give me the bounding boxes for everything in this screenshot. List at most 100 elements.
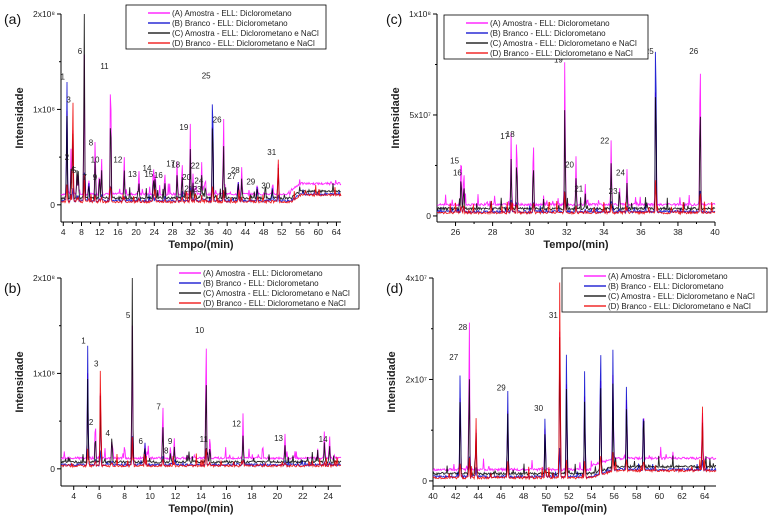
peak-label: 27 <box>449 353 458 362</box>
series-line-b <box>432 349 717 480</box>
peak-label: 9 <box>168 437 173 446</box>
peak-label: 26 <box>689 47 698 56</box>
legend: (A) Amostra - ELL: Diclorometano(B) Bran… <box>125 4 327 50</box>
legend-label: (B) Branco - ELL: Diclorometano <box>203 279 319 288</box>
peak-label: 25 <box>202 72 211 81</box>
x-tick-label: 32 <box>186 227 196 237</box>
x-tick-label: 64 <box>332 227 342 237</box>
peak-label: 23 <box>609 187 618 196</box>
y-tick-label: 5x10⁷ <box>409 110 431 120</box>
peak-label: 3 <box>94 360 99 369</box>
legend-label: (B) Branco - ELL: Diclorometano <box>608 282 724 291</box>
peak-label: 2 <box>89 418 94 427</box>
x-tick-label: 60 <box>655 491 665 501</box>
peak-label: 25 <box>645 47 654 56</box>
y-axis-title: Intensidade <box>14 87 26 148</box>
y-axis-title: Intensidade <box>390 87 402 148</box>
peak-label: 7 <box>82 173 87 182</box>
legend-label: (A) Amostra - ELL: Diclorometano <box>608 272 728 281</box>
peak-label: 16 <box>453 169 462 178</box>
peak-label: 1 <box>60 73 65 82</box>
peak-label: 19 <box>554 56 563 65</box>
y-tick-label: 0 <box>426 211 431 221</box>
legend-label: (A) Amostra - ELL: Diclorometano <box>203 269 323 278</box>
x-tick-label: 44 <box>474 491 484 501</box>
peak-label: 14 <box>319 435 328 444</box>
x-axis-title: Tempo/(min) <box>168 239 234 251</box>
peak-label: 31 <box>267 148 276 157</box>
panel-a: 4 8 12 16 20 24 28 32 36 40 44 48 52 56 60 6401x10⁸2x10… <box>4 4 342 251</box>
peak-label: 20 <box>182 173 191 182</box>
legend-label: (A) Amostra - ELL: Diclorometano <box>172 9 292 18</box>
peak-label: 24 <box>616 169 625 178</box>
legend-box <box>125 4 327 50</box>
legend-label: (D) Branco - ELL: Diclorometano e NaCl <box>490 49 633 58</box>
peak-label: 22 <box>191 161 200 170</box>
peak-label: 10 <box>195 326 204 335</box>
peak-label: 28 <box>231 166 240 175</box>
series-line-d <box>436 180 716 216</box>
x-tick-label: 24 <box>324 491 334 501</box>
x-axis-title: Tempo/(min) <box>543 239 609 251</box>
legend-box <box>156 264 360 310</box>
x-tick-label: 8 <box>79 227 84 237</box>
peak-label: 1 <box>81 337 86 346</box>
legend: (A) Amostra - ELL: Diclorometano(B) Bran… <box>443 14 649 60</box>
peak-label: 9 <box>93 173 98 182</box>
peak-label: 29 <box>497 384 506 393</box>
y-tick-label: 1x10⁸ <box>33 368 55 378</box>
peak-label: 3 <box>66 96 71 105</box>
series-line-d <box>60 370 342 469</box>
x-tick-label: 30 <box>525 227 535 237</box>
x-axis-title: Tempo/(min) <box>542 503 608 515</box>
peak-label: 5 <box>126 311 131 320</box>
x-tick-label: 48 <box>519 491 529 501</box>
panel-label: (d) <box>386 280 403 296</box>
peak-label: 4 <box>70 165 75 174</box>
x-tick-label: 54 <box>587 491 597 501</box>
legend-label: (C) Amostra - ELL: Diclorometano e NaCl <box>608 292 755 301</box>
peak-label: 23 <box>193 185 202 194</box>
legend-label: (C) Amostra - ELL: Diclorometano e NaCl <box>172 29 319 38</box>
x-tick-label: 34 <box>599 227 609 237</box>
y-tick-label: 2x10⁷ <box>405 374 427 384</box>
x-tick-label: 6 <box>97 491 102 501</box>
peak-label: 2 <box>65 153 70 162</box>
x-tick-label: 36 <box>636 227 646 237</box>
peak-label: 16 <box>154 171 163 180</box>
x-tick-label: 50 <box>541 491 551 501</box>
y-tick-label: 1x10⁸ <box>33 104 55 114</box>
peak-label: 27 <box>227 172 236 181</box>
y-tick-label: 4x10⁷ <box>405 273 427 283</box>
x-tick-label: 32 <box>562 227 572 237</box>
x-tick-label: 20 <box>131 227 141 237</box>
y-tick-label: 1x10⁸ <box>409 9 431 19</box>
legend-label: (B) Branco - ELL: Diclorometano <box>490 29 606 38</box>
x-tick-label: 26 <box>451 227 461 237</box>
x-tick-label: 56 <box>295 227 305 237</box>
peak-label: 31 <box>549 311 558 320</box>
x-tick-label: 48 <box>259 227 269 237</box>
x-tick-label: 20 <box>273 491 283 501</box>
x-tick-label: 52 <box>277 227 287 237</box>
x-tick-label: 38 <box>673 227 683 237</box>
legend: (A) Amostra - ELL: Diclorometano(B) Bran… <box>156 264 360 310</box>
x-tick-label: 14 <box>196 491 206 501</box>
legend-label: (A) Amostra - ELL: Diclorometano <box>490 19 610 28</box>
legend-label: (D) Branco - ELL: Diclorometano e NaCl <box>608 302 751 311</box>
x-tick-label: 56 <box>609 491 619 501</box>
x-tick-label: 10 <box>145 491 155 501</box>
peak-label: 7 <box>156 402 161 411</box>
legend-box <box>561 267 768 313</box>
x-tick-label: 24 <box>150 227 160 237</box>
x-tick-label: 12 <box>95 227 105 237</box>
x-tick-label: 58 <box>632 491 642 501</box>
series-line-d <box>432 282 717 481</box>
peak-label: 29 <box>246 178 255 187</box>
peak-label: 26 <box>213 116 222 125</box>
x-tick-label: 52 <box>564 491 574 501</box>
x-tick-label: 4 <box>71 491 76 501</box>
peak-label: 13 <box>274 434 283 443</box>
x-tick-label: 8 <box>122 491 127 501</box>
peak-label: 6 <box>139 437 144 446</box>
